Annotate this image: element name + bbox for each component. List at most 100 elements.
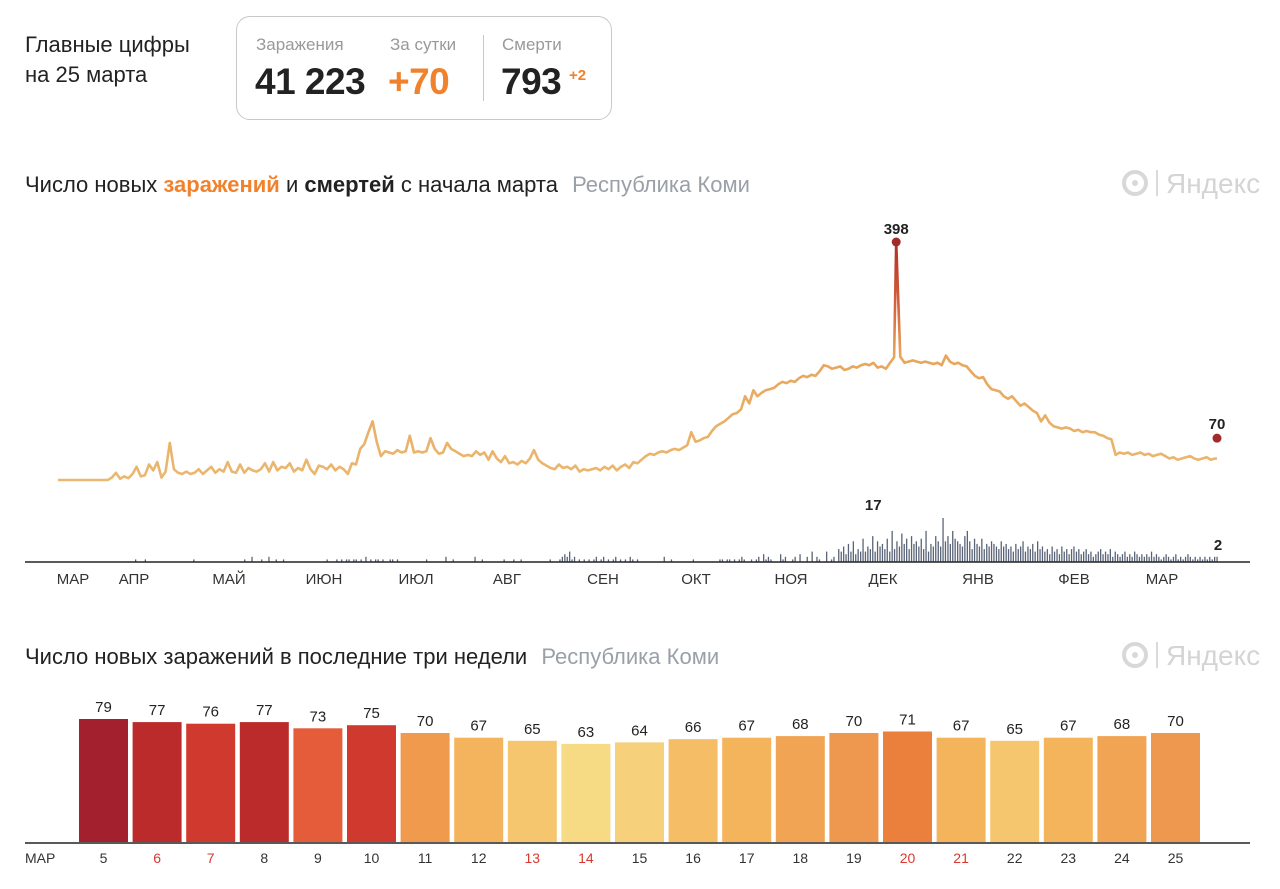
death-bar <box>377 559 379 562</box>
three-weeks-bar-chart: 7957767677787397510701167126513631464156… <box>25 699 1250 866</box>
last-dot <box>1212 433 1222 443</box>
death-bar <box>1163 556 1165 562</box>
last-label: 70 <box>1209 416 1226 433</box>
section1-title-infections: заражений <box>163 172 280 197</box>
death-bar <box>952 530 954 562</box>
death-bar <box>282 559 285 562</box>
bar-day-label: 21 <box>953 850 969 866</box>
death-bar <box>629 556 631 562</box>
death-bar <box>1063 551 1065 562</box>
death-bar <box>426 559 428 562</box>
bar-day-label: 23 <box>1061 850 1077 866</box>
death-bar <box>1155 554 1158 562</box>
death-bar <box>135 559 137 562</box>
death-bar <box>1070 549 1073 562</box>
death-bar <box>937 541 939 562</box>
bar-value-label: 70 <box>846 713 863 730</box>
death-bar <box>1182 559 1184 562</box>
death-bar <box>860 551 862 562</box>
bar-day-label: 18 <box>793 850 809 866</box>
bar-day-label: 16 <box>685 850 701 866</box>
death-bar <box>571 559 573 562</box>
death-bar <box>573 556 576 562</box>
death-bar <box>1085 549 1087 562</box>
death-bar <box>632 559 634 562</box>
death-bar <box>1102 554 1104 562</box>
death-bar <box>959 543 961 562</box>
death-bar <box>593 559 595 562</box>
death-bar <box>1150 551 1153 562</box>
death-bar <box>1180 556 1182 562</box>
death-bar <box>961 546 964 562</box>
death-bar <box>1126 556 1128 562</box>
death-bar <box>1010 546 1012 562</box>
death-bar <box>990 541 993 562</box>
death-bar <box>1068 554 1070 562</box>
death-bar <box>268 556 270 562</box>
death-bar <box>566 556 568 562</box>
death-bar <box>1129 554 1131 562</box>
death-bar <box>612 559 614 562</box>
section2-region: Республика Коми <box>541 644 720 669</box>
death-bar <box>549 559 551 562</box>
death-bar <box>1058 554 1061 562</box>
death-bar <box>784 556 787 562</box>
bar-day-22 <box>990 740 1040 842</box>
bar-day-label: 12 <box>471 850 487 866</box>
death-bar <box>1007 549 1010 562</box>
death-bar <box>1051 546 1053 562</box>
death-bar <box>855 554 857 562</box>
death-bar <box>578 559 580 562</box>
day-label: За сутки <box>390 35 457 54</box>
death-bar <box>935 536 937 562</box>
death-bar <box>1066 549 1068 562</box>
peak-dot <box>891 237 901 247</box>
death-bar <box>874 551 876 562</box>
death-bar <box>396 559 399 562</box>
death-bar <box>1044 551 1046 562</box>
bar-day-13 <box>507 740 557 842</box>
bar-day-label: 7 <box>207 850 215 866</box>
section1-region: Республика Коми <box>572 172 750 197</box>
death-bar <box>1012 551 1014 562</box>
death-bar <box>1114 551 1116 562</box>
death-bar <box>365 556 367 562</box>
death-bar <box>758 556 760 562</box>
death-bar <box>1148 556 1150 562</box>
death-peak-label: 17 <box>865 497 882 514</box>
death-bar <box>986 543 988 562</box>
bar-day-25 <box>1151 733 1200 842</box>
month-label: МАР <box>1146 571 1179 588</box>
death-bar <box>872 536 874 562</box>
bar-value-label: 70 <box>417 713 434 730</box>
death-bar <box>144 559 146 562</box>
bar-day-23 <box>1043 737 1093 842</box>
bar-day-label: 13 <box>525 850 541 866</box>
death-bar <box>1000 541 1002 562</box>
bar-day-label: 17 <box>739 850 755 866</box>
month-label: АПР <box>119 571 150 588</box>
death-bar <box>944 541 947 562</box>
death-bar <box>1177 559 1179 562</box>
death-bar <box>915 541 917 562</box>
death-bar <box>1049 554 1051 562</box>
death-bar <box>1046 549 1048 562</box>
death-bar <box>867 546 869 562</box>
yandex-watermark-2: Яндекс <box>1122 640 1260 672</box>
infections-deaths-chart: МАР АПР МАЙ ИЮН ИЮЛ АВГ СЕН ОКТ НОЯ ДЕК ЯНВ ФЕВ МАР … <box>25 221 1250 588</box>
death-bar <box>852 541 854 562</box>
death-bar <box>1187 554 1189 562</box>
death-bar <box>721 559 724 562</box>
death-bar <box>348 559 350 562</box>
death-bar <box>927 551 930 562</box>
death-bar <box>884 549 886 562</box>
death-bar <box>1073 546 1075 562</box>
bar-day-label: 14 <box>578 850 594 866</box>
death-bar <box>818 559 821 562</box>
bar-value-label: 65 <box>524 721 541 738</box>
peak-label: 398 <box>884 221 909 238</box>
death-bar <box>1206 559 1208 562</box>
death-bar <box>670 559 673 562</box>
death-bar <box>1201 559 1204 562</box>
death-bar <box>1172 556 1175 562</box>
